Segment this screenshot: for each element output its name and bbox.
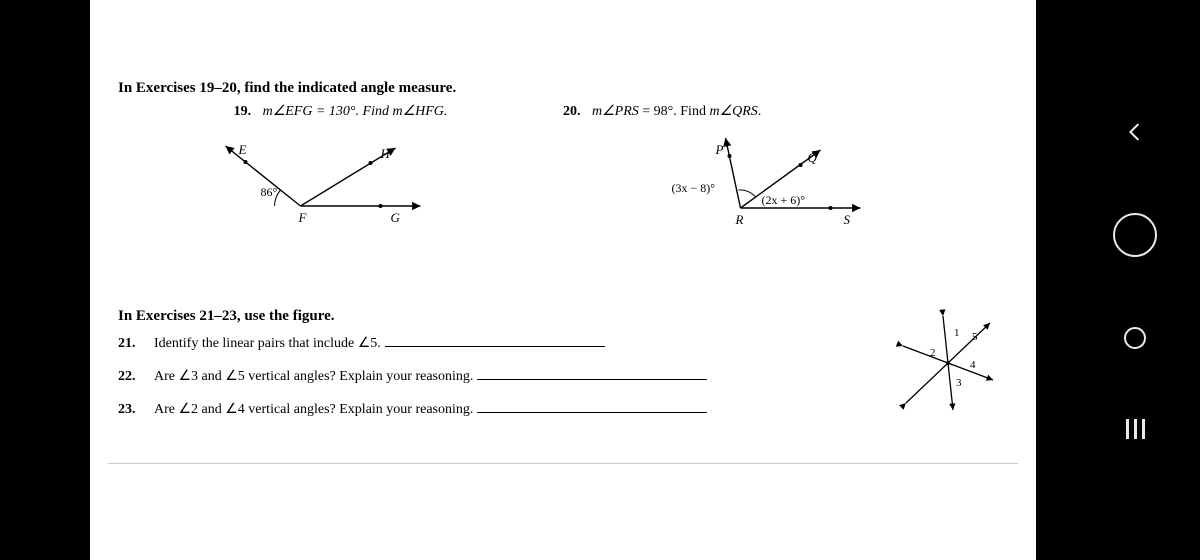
recent-icon[interactable] [1126, 419, 1145, 439]
label-S: S [844, 212, 851, 227]
document-page: In Exercises 19–20, find the indicated a… [90, 0, 1036, 560]
section-b: In Exercises 21–23, use the figure. 21. … [118, 308, 1008, 432]
problem-21-text: Identify the linear pairs that include ∠… [154, 335, 381, 352]
problem-21-blank [385, 333, 605, 347]
problem-22-text: Are ∠3 and ∠5 vertical angles? Explain y… [154, 368, 473, 385]
problem-22-blank [477, 366, 707, 380]
phone-screen: In Exercises 19–20, find the indicated a… [0, 0, 1200, 560]
problem-19-prompt: m∠EFG = 130°. Find m∠HFG. [263, 104, 448, 119]
figure-b: 1 5 2 4 3 [888, 308, 1008, 423]
label-P: P [715, 142, 724, 157]
diagram-20: P Q R S (3x − 8)° (2x + 6)° [563, 128, 1008, 238]
label-2x6: (2x + 6)° [762, 193, 806, 207]
device-nav [1100, 0, 1170, 560]
label-R: R [735, 212, 744, 227]
problem-22-number: 22. [118, 369, 146, 385]
page-content: In Exercises 19–20, find the indicated a… [118, 80, 1008, 432]
problem-21-number: 21. [118, 336, 146, 352]
section-b-title: In Exercises 21–23, use the figure. [118, 308, 888, 325]
label-3x-8: (3x − 8)° [672, 181, 716, 195]
fig-n3: 3 [956, 377, 962, 389]
diagram-19: E H F G 86° [118, 128, 563, 238]
label-H: H [380, 146, 391, 161]
problems-row: 19. m∠EFG = 130°. Find m∠HFG. [118, 103, 1008, 238]
problem-23-blank [477, 399, 707, 413]
label-F: F [298, 210, 308, 225]
label-G: G [391, 210, 401, 225]
back-icon[interactable] [1124, 121, 1146, 143]
problem-19-number: 19. [234, 104, 252, 119]
problem-20-header: 20. m∠PRS = 98°. Find m∠QRS. [563, 103, 1008, 120]
label-Q: Q [808, 150, 818, 165]
divider [108, 463, 1018, 464]
fig-n4: 4 [970, 359, 976, 371]
fig-n1: 1 [954, 327, 960, 339]
problem-20-prompt: m∠PRS = 98°. Find m∠QRS. [592, 104, 761, 119]
problem-20: 20. m∠PRS = 98°. Find m∠QRS. [563, 103, 1008, 238]
fig-n2: 2 [930, 347, 936, 359]
problem-23-text: Are ∠2 and ∠4 vertical angles? Explain y… [154, 401, 473, 418]
problem-23-number: 23. [118, 402, 146, 418]
problem-20-number: 20. [563, 104, 581, 119]
problem-19-header: 19. m∠EFG = 130°. Find m∠HFG. [118, 103, 563, 120]
problem-21: 21. Identify the linear pairs that inclu… [118, 333, 888, 352]
shutter-icon[interactable] [1113, 213, 1157, 257]
problem-22: 22. Are ∠3 and ∠5 vertical angles? Expla… [118, 366, 888, 385]
home-icon[interactable] [1124, 327, 1146, 349]
fig-n5: 5 [972, 331, 978, 343]
problem-23: 23. Are ∠2 and ∠4 vertical angles? Expla… [118, 399, 888, 418]
section-a-title: In Exercises 19–20, find the indicated a… [118, 80, 1008, 97]
problem-19: 19. m∠EFG = 130°. Find m∠HFG. [118, 103, 563, 238]
label-E: E [238, 142, 247, 157]
label-86: 86° [261, 185, 278, 199]
